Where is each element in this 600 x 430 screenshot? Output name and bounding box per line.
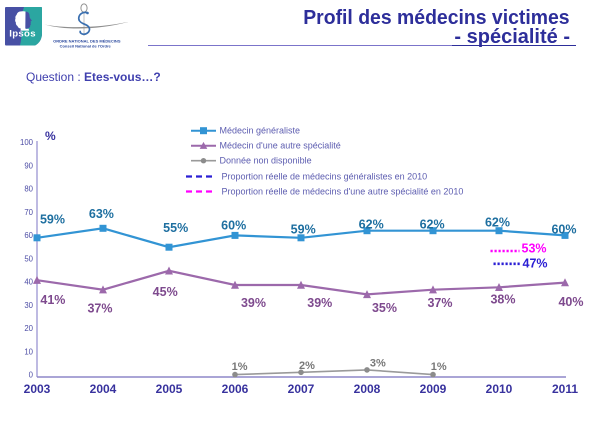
svg-text:2006: 2006 bbox=[222, 382, 249, 396]
svg-text:47%: 47% bbox=[523, 257, 548, 271]
svg-text:3%: 3% bbox=[370, 358, 386, 370]
svg-text:37%: 37% bbox=[427, 296, 452, 310]
svg-text:39%: 39% bbox=[241, 296, 266, 310]
svg-text:40: 40 bbox=[24, 278, 33, 287]
svg-text:30: 30 bbox=[24, 301, 33, 310]
svg-text:2008: 2008 bbox=[354, 382, 381, 396]
svg-text:53%: 53% bbox=[522, 242, 547, 256]
svg-text:59%: 59% bbox=[291, 222, 316, 236]
svg-text:35%: 35% bbox=[372, 301, 397, 315]
svg-text:63%: 63% bbox=[89, 207, 114, 221]
svg-text:20: 20 bbox=[24, 324, 33, 333]
svg-text:70: 70 bbox=[24, 208, 33, 217]
svg-text:2007: 2007 bbox=[288, 382, 315, 396]
svg-text:Médecin d'une autre spécialité: Médecin d'une autre spécialité bbox=[220, 141, 341, 151]
svg-text:39%: 39% bbox=[307, 296, 332, 310]
svg-text:62%: 62% bbox=[485, 216, 510, 230]
svg-text:1%: 1% bbox=[431, 361, 447, 373]
svg-text:2011: 2011 bbox=[552, 382, 578, 396]
svg-text:%: % bbox=[45, 129, 56, 143]
svg-text:Donnée non disponible: Donnée non disponible bbox=[220, 156, 312, 166]
svg-text:60%: 60% bbox=[221, 218, 246, 232]
svg-text:Conseil National de l'Ordre: Conseil National de l'Ordre bbox=[60, 43, 112, 48]
svg-text:Proportion réelle de médecins: Proportion réelle de médecins d'une autr… bbox=[222, 186, 464, 196]
svg-text:59%: 59% bbox=[40, 212, 65, 226]
svg-text:37%: 37% bbox=[87, 301, 112, 315]
svg-text:38%: 38% bbox=[490, 293, 515, 307]
svg-text:60: 60 bbox=[24, 231, 33, 240]
svg-text:2010: 2010 bbox=[486, 382, 513, 396]
svg-text:1%: 1% bbox=[232, 361, 248, 373]
svg-text:62%: 62% bbox=[420, 218, 445, 232]
svg-text:2005: 2005 bbox=[156, 382, 183, 396]
svg-text:60%: 60% bbox=[551, 223, 576, 237]
svg-text:Médecin généraliste: Médecin généraliste bbox=[220, 126, 301, 136]
svg-text:2%: 2% bbox=[299, 360, 315, 372]
svg-text:Ipsos: Ipsos bbox=[9, 28, 36, 39]
svg-text:Proportion réelle de médecins: Proportion réelle de médecins généralist… bbox=[222, 171, 428, 181]
svg-text:100: 100 bbox=[20, 138, 34, 147]
svg-text:2003: 2003 bbox=[24, 382, 51, 396]
svg-text:40%: 40% bbox=[558, 295, 583, 309]
svg-text:45%: 45% bbox=[153, 285, 178, 299]
svg-text:2009: 2009 bbox=[420, 382, 447, 396]
svg-text:90: 90 bbox=[24, 161, 33, 170]
svg-text:2004: 2004 bbox=[90, 382, 117, 396]
svg-text:41%: 41% bbox=[40, 293, 65, 307]
svg-text:50: 50 bbox=[24, 254, 33, 263]
svg-text:0: 0 bbox=[29, 371, 34, 380]
svg-text:ORDRE NATIONAL DES MÉDECINS: ORDRE NATIONAL DES MÉDECINS bbox=[53, 39, 121, 44]
svg-text:55%: 55% bbox=[163, 221, 188, 235]
svg-text:80: 80 bbox=[24, 185, 33, 194]
svg-text:10: 10 bbox=[24, 347, 33, 356]
svg-text:62%: 62% bbox=[359, 218, 384, 232]
